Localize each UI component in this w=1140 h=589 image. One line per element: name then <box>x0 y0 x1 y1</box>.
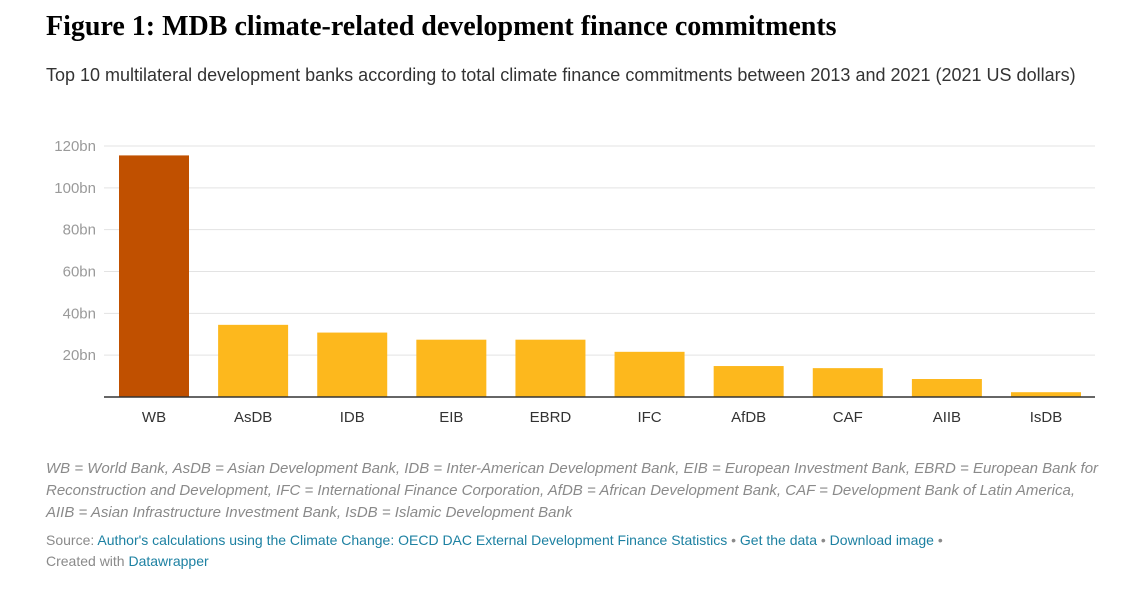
datawrapper-link[interactable]: Datawrapper <box>128 553 209 569</box>
bar-afdb <box>713 366 784 397</box>
bar-eib <box>416 339 487 397</box>
y-axis-tick-labels: 20bn 40bn 60bn 80bn 100bn 120bn <box>54 138 96 364</box>
x-tick-label-ifc: IFC <box>637 409 661 426</box>
y-tick-label: 120bn <box>54 138 96 155</box>
separator: • <box>816 532 830 548</box>
separator: • <box>727 532 740 548</box>
x-tick-label-isdb: IsDB <box>1030 409 1063 426</box>
bar-asdb <box>218 324 289 397</box>
x-axis-tick-labels: WB AsDB IDB EIB EBRD IFC AfDB CAF AIIB IsDB <box>142 409 1062 426</box>
y-tick-label: 60bn <box>63 264 96 281</box>
y-tick-label: 40bn <box>63 305 96 322</box>
created-with-label: Created with <box>46 553 129 569</box>
source-label: Source: <box>46 532 98 548</box>
abbreviation-notes: WB = World Bank, AsDB = Asian Developmen… <box>46 460 1099 521</box>
source-footer: Source: Author's calculations using the … <box>46 530 1106 572</box>
chart-subtitle: Top 10 multilateral development banks ac… <box>46 65 1076 85</box>
bars <box>119 155 1081 397</box>
bar-chart: 20bn 40bn 60bn 80bn 100bn 120bn WB AsDB IDB EIB E… <box>54 138 1095 426</box>
separator: • <box>933 532 943 548</box>
x-tick-label-aiib: AIIB <box>933 409 961 426</box>
bar-ebrd <box>515 339 586 397</box>
bar-isdb <box>1011 392 1081 397</box>
bar-wb <box>119 155 189 397</box>
bar-idb <box>317 332 388 397</box>
bar-caf <box>812 368 883 397</box>
source-link[interactable]: Author's calculations using the Climate … <box>97 532 728 548</box>
figure-title: Figure 1: MDB climate-related developmen… <box>46 11 837 42</box>
x-tick-label-wb: WB <box>142 409 166 426</box>
x-tick-label-eib: EIB <box>439 409 463 426</box>
y-tick-label: 80bn <box>63 222 96 239</box>
gridlines <box>104 145 1095 356</box>
x-tick-label-caf: CAF <box>833 409 863 426</box>
bar-ifc <box>614 351 685 397</box>
x-tick-label-idb: IDB <box>340 409 365 426</box>
download-image-link[interactable]: Download image <box>829 532 934 548</box>
x-tick-label-afdb: AfDB <box>731 409 766 426</box>
bar-aiib <box>911 379 982 397</box>
y-tick-label: 100bn <box>54 180 96 197</box>
x-tick-label-asdb: AsDB <box>234 409 272 426</box>
get-the-data-link[interactable]: Get the data <box>739 532 817 548</box>
y-tick-label: 20bn <box>63 347 96 364</box>
x-tick-label-ebrd: EBRD <box>530 409 572 426</box>
